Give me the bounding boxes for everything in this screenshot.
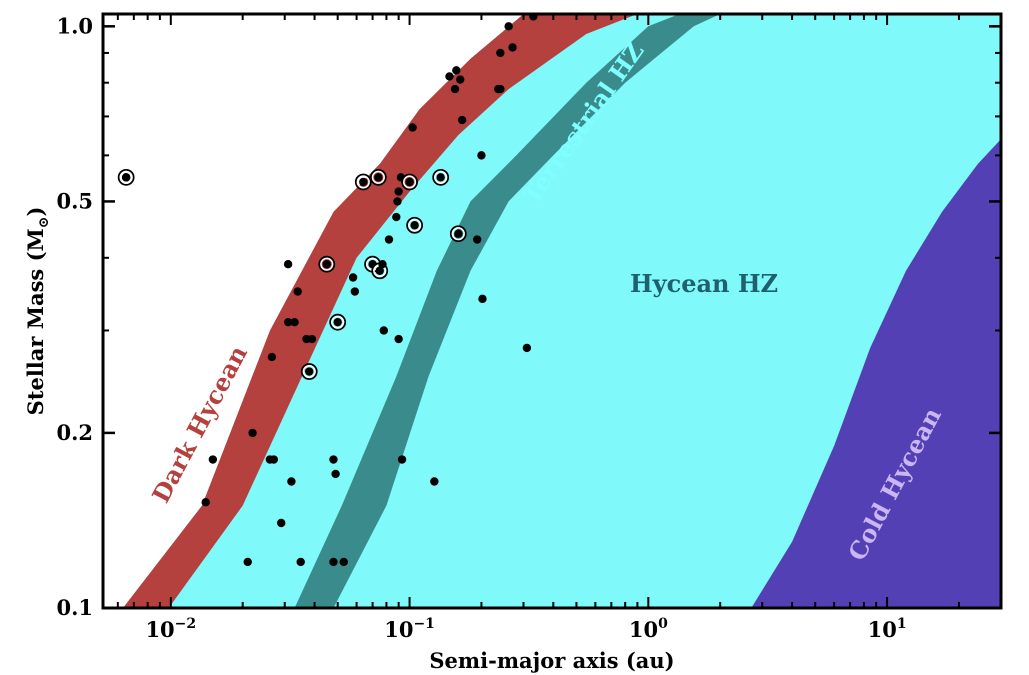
y-tick-label: 0.1 — [56, 595, 93, 620]
planet-point — [452, 66, 461, 75]
planet-ring — [117, 168, 135, 186]
planet-point — [454, 229, 463, 238]
planet-point — [121, 173, 131, 182]
planet-point — [496, 84, 505, 94]
planet-point — [287, 477, 296, 486]
planet-point — [430, 477, 439, 486]
planet-point — [397, 455, 407, 464]
planet-ring-halo — [434, 170, 448, 184]
planet-point — [333, 317, 342, 327]
y-tick-label: 1.0 — [56, 13, 93, 38]
axis-ticks: 0.1 0.2 0.5 1.0 10−2 10−1 100 101 — [56, 13, 1002, 642]
planet-point — [375, 266, 384, 275]
planet-point — [267, 352, 277, 362]
planet-points — [117, 14, 538, 567]
planet-ring-halo — [451, 227, 465, 241]
plot-frame — [101, 12, 1003, 610]
planet-ring-halo — [371, 170, 385, 184]
planet-ring — [329, 313, 347, 331]
planet-point — [208, 455, 218, 464]
planet-point — [457, 115, 467, 125]
planet-point — [348, 273, 358, 282]
planet-point — [329, 557, 338, 567]
planet-point — [350, 287, 360, 296]
planet-point — [410, 221, 419, 230]
dark-hycean-region — [122, 14, 638, 608]
planet-ring — [449, 225, 467, 243]
planet-ring — [300, 363, 318, 380]
planet-point — [248, 428, 257, 438]
planet-point — [290, 317, 299, 327]
planet-point — [450, 84, 460, 94]
planet-point — [293, 287, 302, 296]
y-axis-label: Stellar Mass (M⊙) — [23, 207, 52, 416]
planet-point — [478, 294, 487, 304]
planet-point — [331, 469, 340, 479]
x-tick-label: 10−2 — [145, 616, 196, 642]
planet-point — [405, 177, 414, 187]
no-hycean-region — [103, 14, 524, 608]
planet-point — [477, 151, 486, 160]
planet-ring-halo — [119, 170, 133, 184]
y-tick-label: 0.5 — [56, 188, 93, 213]
planet-point — [307, 334, 317, 344]
planet-ring-halo — [302, 364, 316, 379]
planet-point — [529, 14, 538, 21]
y-tick-label: 0.2 — [56, 420, 93, 445]
planet-point — [378, 259, 387, 269]
planet-point — [201, 498, 210, 507]
planet-point — [329, 455, 338, 464]
planet-point — [456, 75, 465, 84]
planet-point — [277, 518, 286, 528]
planet-point — [408, 123, 417, 132]
planet-point — [436, 173, 445, 182]
planet-ring-halo — [331, 315, 345, 329]
planet-ring — [354, 173, 372, 191]
planet-ring — [401, 173, 418, 191]
planet-point — [283, 317, 293, 327]
planet-ring-halo — [403, 175, 417, 189]
label-hycean-hz: Hycean HZ — [630, 269, 778, 298]
planet-point — [339, 557, 348, 567]
x-tick-label: 10−1 — [384, 616, 435, 642]
x-tick-label: 101 — [868, 616, 907, 642]
planet-point — [322, 259, 331, 269]
planet-point — [522, 343, 532, 353]
planet-ring — [318, 255, 336, 273]
planet-point — [283, 259, 293, 269]
planet-point — [394, 187, 403, 196]
planet-point — [496, 48, 505, 58]
planet-ring-halo — [320, 257, 334, 271]
planet-point — [305, 367, 314, 376]
planet-point — [394, 334, 403, 344]
planet-ring-halo — [356, 175, 370, 189]
x-axis-label: Semi-major axis (au) — [429, 648, 674, 673]
planet-point — [445, 72, 454, 81]
planet-ring — [369, 168, 387, 186]
planet-point — [243, 557, 252, 567]
planet-ring — [406, 216, 424, 234]
planet-ring-halo — [408, 218, 422, 232]
planet-point — [393, 197, 402, 206]
cold-hycean-region — [751, 139, 1001, 608]
x-tick-label: 100 — [629, 616, 668, 642]
planet-point — [374, 173, 383, 182]
planet-point — [392, 212, 401, 222]
planet-point — [359, 177, 368, 187]
planet-point — [384, 235, 394, 244]
planet-point — [473, 235, 482, 244]
planet-point — [269, 455, 278, 464]
planet-point — [508, 43, 517, 52]
planet-point — [379, 326, 389, 335]
planet-point — [504, 22, 513, 31]
planet-point — [296, 557, 305, 567]
planet-ring — [432, 168, 450, 186]
